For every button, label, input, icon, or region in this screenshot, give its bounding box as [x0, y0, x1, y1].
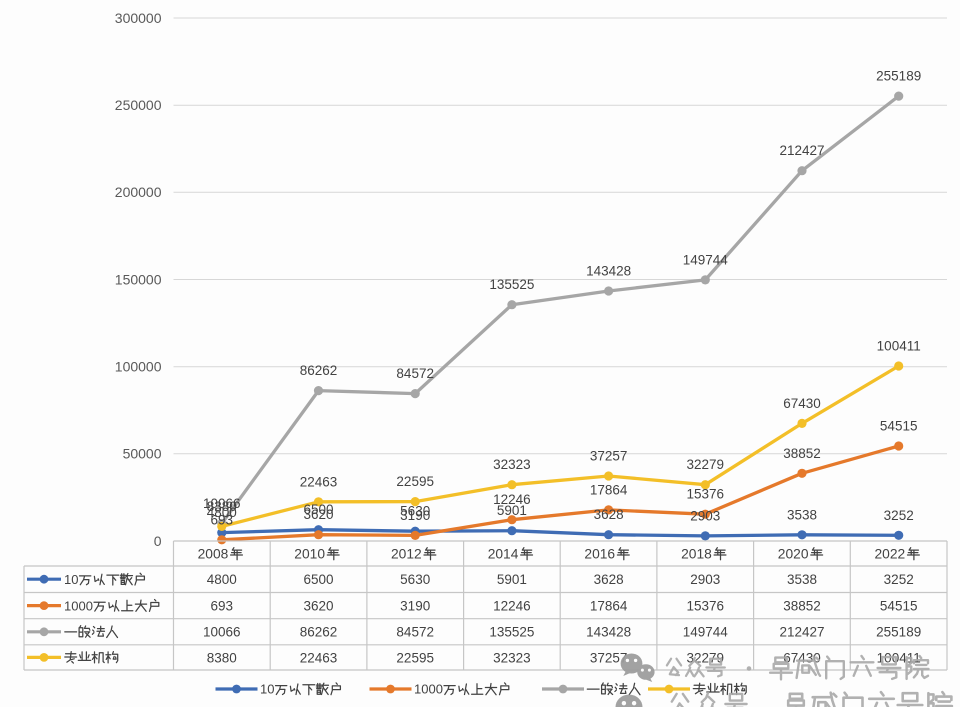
svg-text:5901: 5901: [497, 503, 527, 518]
svg-text:100411: 100411: [877, 650, 921, 665]
svg-text:2022: 2022: [874, 546, 905, 561]
svg-text:149744: 149744: [683, 625, 729, 640]
svg-text:5630: 5630: [400, 572, 430, 587]
svg-text:8380: 8380: [207, 499, 237, 514]
svg-text:4800: 4800: [207, 505, 237, 520]
svg-text:3628: 3628: [594, 507, 624, 522]
svg-text:150000: 150000: [115, 271, 162, 287]
svg-text:2016: 2016: [584, 546, 615, 561]
svg-text:12246: 12246: [493, 492, 531, 507]
svg-text:3252: 3252: [884, 572, 914, 587]
svg-text:8380: 8380: [207, 650, 237, 665]
svg-text:10: 10: [64, 572, 78, 587]
svg-text:22595: 22595: [396, 650, 434, 665]
svg-text:32279: 32279: [687, 457, 725, 472]
svg-text:32323: 32323: [493, 650, 531, 665]
svg-text:3620: 3620: [303, 599, 333, 614]
svg-text:250000: 250000: [115, 97, 162, 113]
svg-text:212427: 212427: [779, 625, 824, 640]
svg-text:10: 10: [260, 682, 274, 697]
svg-text:15376: 15376: [687, 487, 725, 502]
svg-text:3620: 3620: [303, 507, 333, 522]
svg-text:693: 693: [211, 599, 234, 614]
svg-text:100000: 100000: [115, 359, 162, 375]
svg-text:2010: 2010: [294, 546, 325, 561]
svg-text:2012: 2012: [391, 546, 422, 561]
svg-text:100411: 100411: [877, 339, 921, 354]
svg-text:37257: 37257: [590, 449, 628, 464]
svg-text:38852: 38852: [783, 446, 821, 461]
svg-text:5901: 5901: [497, 572, 527, 587]
svg-text:84572: 84572: [396, 625, 434, 640]
svg-text:3538: 3538: [787, 572, 817, 587]
svg-text:0: 0: [154, 533, 162, 549]
svg-text:86262: 86262: [300, 363, 338, 378]
svg-text:10066: 10066: [203, 496, 241, 511]
svg-text:2020: 2020: [778, 546, 809, 561]
svg-text:17864: 17864: [590, 599, 628, 614]
svg-text:86262: 86262: [300, 625, 338, 640]
svg-text:255189: 255189: [876, 625, 921, 640]
svg-text:2903: 2903: [690, 572, 720, 587]
svg-text:3190: 3190: [400, 599, 430, 614]
svg-text:54515: 54515: [880, 599, 918, 614]
svg-text:143428: 143428: [586, 625, 631, 640]
svg-text:212427: 212427: [779, 143, 824, 158]
svg-text:54515: 54515: [880, 419, 918, 434]
svg-text:2903: 2903: [690, 508, 720, 523]
svg-text:135525: 135525: [489, 625, 534, 640]
svg-text:149744: 149744: [683, 252, 729, 267]
svg-text:17864: 17864: [590, 482, 628, 497]
svg-text:1000: 1000: [414, 682, 443, 697]
svg-text:135525: 135525: [489, 277, 534, 292]
svg-text:6500: 6500: [303, 572, 333, 587]
svg-text:4800: 4800: [207, 572, 237, 587]
svg-text:15376: 15376: [687, 599, 725, 614]
svg-text:3538: 3538: [787, 507, 817, 522]
svg-text:84572: 84572: [396, 366, 434, 381]
svg-text:3628: 3628: [594, 572, 624, 587]
svg-text:22463: 22463: [300, 474, 338, 489]
svg-text:67430: 67430: [783, 396, 821, 411]
svg-text:6500: 6500: [303, 502, 333, 517]
svg-text:3190: 3190: [400, 508, 430, 523]
svg-text:2018: 2018: [681, 546, 712, 561]
svg-text:1000: 1000: [64, 598, 93, 613]
svg-text:2014: 2014: [488, 546, 519, 561]
svg-text:50000: 50000: [123, 446, 162, 462]
svg-text:143428: 143428: [586, 264, 631, 279]
svg-text:300000: 300000: [115, 10, 162, 26]
svg-text:10066: 10066: [203, 625, 241, 640]
svg-text:32323: 32323: [493, 457, 531, 472]
svg-text:38852: 38852: [783, 599, 821, 614]
svg-text:5630: 5630: [400, 504, 430, 519]
svg-text:200000: 200000: [115, 184, 162, 200]
svg-text:37257: 37257: [590, 650, 628, 665]
svg-text:22595: 22595: [396, 474, 434, 489]
svg-text:3252: 3252: [884, 508, 914, 523]
svg-text:12246: 12246: [493, 599, 531, 614]
svg-text:2008: 2008: [198, 546, 229, 561]
svg-text:693: 693: [211, 512, 234, 527]
svg-text:22463: 22463: [300, 650, 338, 665]
svg-text:255189: 255189: [876, 69, 921, 84]
